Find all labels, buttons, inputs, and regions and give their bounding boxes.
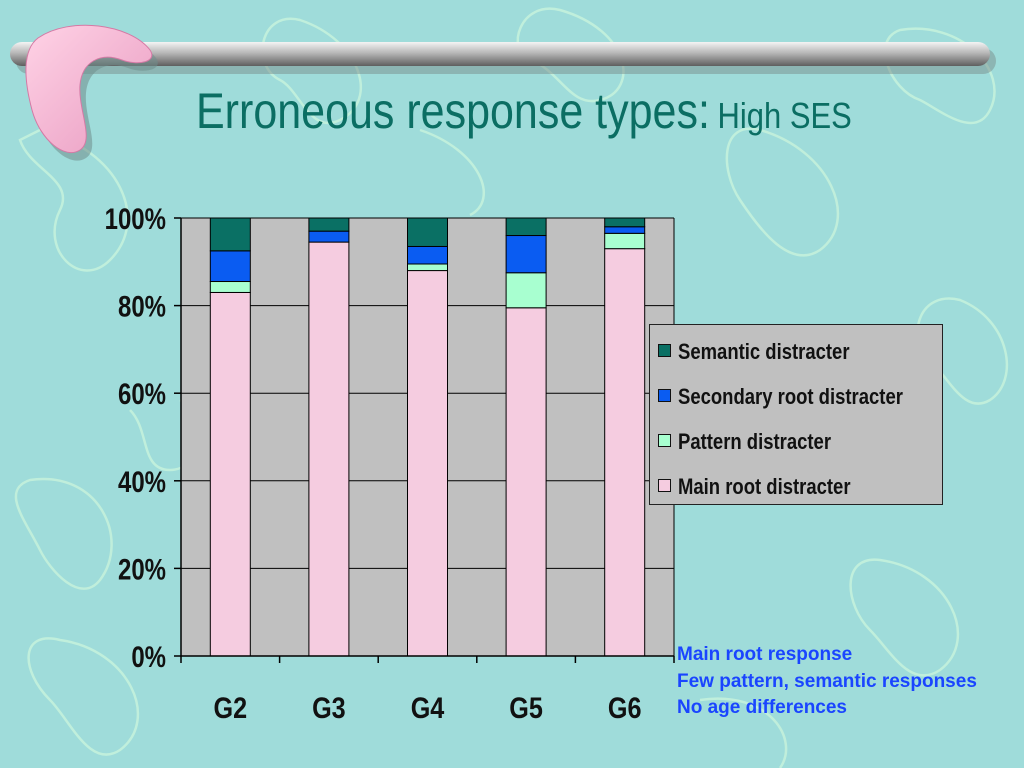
x-tick-label: G6 (608, 691, 642, 725)
bar-segment (209, 281, 251, 293)
legend-swatch (658, 479, 671, 492)
title-bar-decoration (10, 24, 996, 161)
legend-swatch (658, 434, 671, 447)
legend-swatch (658, 389, 671, 402)
legend-swatch (658, 344, 671, 357)
legend-label: Main root distracter (678, 474, 851, 499)
bar-segment (505, 217, 547, 237)
bar-segment (308, 217, 350, 232)
legend-label: Semantic distracter (678, 339, 850, 364)
y-tick-label: 60% (118, 377, 166, 411)
y-tick-label: 40% (118, 464, 166, 498)
bar-segment (505, 272, 547, 309)
x-tick-label: G2 (214, 691, 248, 725)
bar-segment (604, 226, 646, 234)
note-line: No age differences (677, 697, 847, 718)
x-tick-label: G5 (509, 691, 543, 725)
slide-notes: Main root response Few pattern, semantic… (677, 642, 1024, 722)
y-tick-label: 80% (118, 289, 166, 323)
slide-title: Erroneous response types: High SES (196, 82, 852, 140)
bar-segment (604, 232, 646, 250)
chart-legend: Semantic distracter Secondary root distra… (649, 324, 943, 505)
bar-segment (407, 217, 448, 247)
bar-segment (209, 291, 251, 657)
bar-segment (505, 307, 547, 657)
bar-segment (308, 230, 350, 243)
title-subtitle: High SES (717, 95, 852, 136)
bar-segment (209, 217, 251, 252)
x-axis: G2 G3 G4 G5 G6 (180, 655, 675, 725)
bar-segment (505, 235, 547, 274)
bar-segment (407, 270, 448, 657)
title-main: Erroneous response types: (196, 83, 710, 139)
note-line: Main root response (677, 644, 853, 665)
bars (209, 217, 646, 657)
note-line: Few pattern, semantic responses (677, 670, 977, 692)
y-axis: 0% 20% 40% 60% 80% 100% (105, 201, 182, 674)
y-tick-label: 0% (131, 639, 166, 673)
x-tick-label: G3 (312, 691, 346, 725)
bar-segment (209, 250, 251, 283)
bar-segment (308, 241, 350, 657)
bar-segment (604, 248, 646, 657)
y-tick-label: 100% (105, 201, 166, 235)
bar-segment (407, 245, 448, 265)
legend-label: Pattern distracter (678, 429, 832, 454)
y-tick-label: 20% (118, 552, 166, 586)
bar-segment (407, 263, 448, 272)
bar-segment (604, 217, 646, 228)
legend-label: Secondary root distracter (678, 384, 903, 409)
x-tick-label: G4 (411, 691, 445, 725)
